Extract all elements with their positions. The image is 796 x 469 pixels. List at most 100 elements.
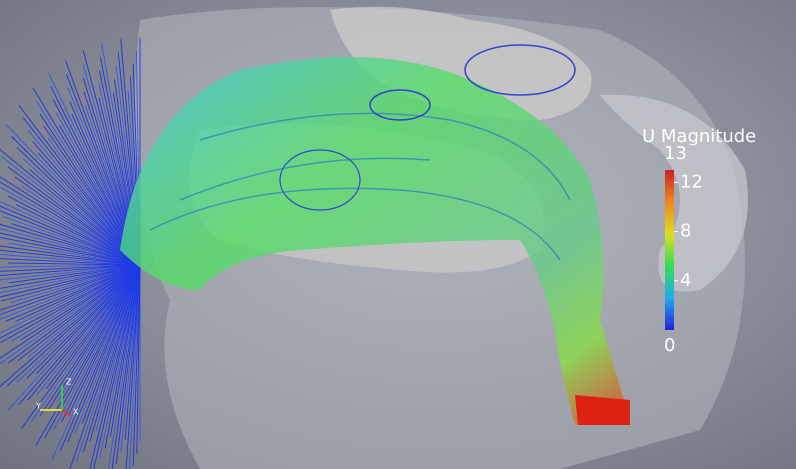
streamline [7,264,141,364]
streamline [0,264,141,344]
streamline [32,87,141,266]
streamline [0,264,141,298]
outlet [575,395,630,425]
streamline [15,204,141,266]
streamline [69,264,141,469]
streamline [61,264,141,423]
streamline [35,264,141,375]
streamline [0,264,141,281]
colorbar-tick-label: 12 [680,171,703,192]
streamline [0,264,141,365]
streamline [36,264,141,395]
streamline [8,264,141,410]
ear [600,94,748,292]
streamline [120,264,141,453]
axis-label: Y [35,402,41,411]
streamline [10,264,141,343]
streamline [0,264,141,316]
streamline [7,195,141,266]
streamline [0,264,141,339]
streamline [0,258,141,266]
streamline [11,135,141,266]
streamline [107,264,141,469]
streamline [21,264,141,429]
vortex [369,89,431,121]
streamline [0,228,141,266]
streamline [22,117,141,266]
streamline [68,264,141,414]
colorbar-tick-label: 4 [680,270,691,291]
streamline [89,264,141,469]
streamline [0,236,141,266]
streamline [132,264,141,467]
streamline [18,104,141,266]
streamline [17,264,141,406]
streamline [5,124,141,266]
streamline [39,264,141,417]
streamline [74,264,141,434]
streamline [0,253,141,266]
streamline [0,232,141,266]
streamline [11,223,141,266]
streamline [149,112,571,261]
streamline [20,264,141,341]
streamline [30,264,141,423]
streamline [48,264,141,410]
streamline [99,264,141,460]
vortex [464,44,576,96]
streamline [82,264,141,453]
streamline [16,147,141,266]
streamline [56,264,141,403]
streamline [115,264,141,465]
streamline [8,262,141,266]
streamline [89,264,141,442]
streamline [0,176,141,266]
streamline [67,264,141,443]
streamline [125,264,141,469]
streamline [0,264,141,289]
streamline [0,264,141,359]
streamline [0,264,141,334]
streamline [0,245,141,266]
streamline [17,264,141,362]
streamline [0,264,141,387]
streamline [0,264,141,311]
colorbar-range-label: 13 [664,143,687,164]
colorbar-title: U Magnitude [642,126,756,147]
streamline [26,264,141,379]
streamline [0,148,141,266]
streamline [10,264,141,303]
colorbar-bar [665,170,674,330]
streamline [21,185,141,266]
colorbar-range-label: 0 [664,335,675,356]
streamline [0,264,141,294]
streamline [27,264,141,358]
streamline [1,156,141,266]
streamline [0,249,141,266]
streamline [4,264,141,323]
streamline [52,264,141,431]
streamline [81,264,141,424]
streamline [0,200,141,266]
streamline [8,242,141,266]
streamline [129,264,141,469]
colorbar: U Magnitude 13 0 4 8 12 [642,126,756,356]
streamline [2,216,141,266]
streamline [111,264,141,469]
streamline [0,210,141,266]
streamline [104,264,141,449]
streamline [95,264,141,432]
streamline [6,264,141,387]
vortex [279,149,361,211]
streamline [8,264,141,284]
streamline [0,264,141,277]
streamline [27,264,141,401]
streamline [14,176,141,266]
axis-label: Z [66,378,72,387]
streamline [93,264,141,469]
streamline [0,264,141,268]
airway-streamlines [120,57,630,426]
streamline [59,264,141,452]
streamline [45,264,141,390]
